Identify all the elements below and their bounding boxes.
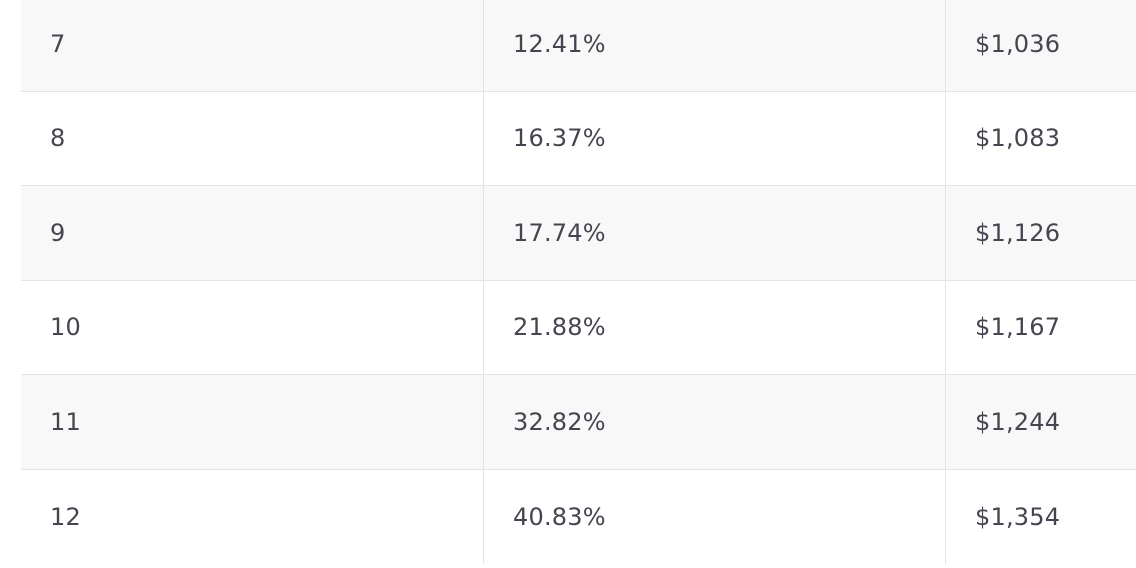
table-cell: 11 xyxy=(50,407,81,436)
table-row: 11 32.82% $1,244 xyxy=(21,375,1136,470)
table-cell: $1,354 xyxy=(945,469,1136,564)
table-cell: 21.88% xyxy=(483,280,945,374)
table-cell: $1,167 xyxy=(945,280,1136,374)
table-row: 7 12.41% $1,036 xyxy=(21,0,1136,92)
table-cell: 7 xyxy=(50,29,66,58)
table-row: 8 16.37% $1,083 xyxy=(21,91,1136,186)
table-row: 10 21.88% $1,167 xyxy=(21,280,1136,375)
table-row: 9 17.74% $1,126 xyxy=(21,186,1136,281)
table-cell: $1,126 xyxy=(945,186,1136,280)
table-cell: 16.37% xyxy=(483,91,945,185)
table-cell: 10 xyxy=(50,313,81,342)
data-table: 7 12.41% $1,036 8 16.37% $1,083 9 17.74% $1,126 1… xyxy=(21,0,1136,564)
table-cell: 32.82% xyxy=(483,375,945,469)
table-cell: $1,244 xyxy=(945,375,1136,469)
table-cell: 8 xyxy=(50,124,66,153)
table-cell: $1,083 xyxy=(945,91,1136,185)
table-row: 12 40.83% $1,354 xyxy=(21,469,1136,564)
table-cell: 17.74% xyxy=(483,186,945,280)
table-cell: 9 xyxy=(50,218,66,247)
table-cell: 12 xyxy=(50,502,81,531)
table-cell: $1,036 xyxy=(945,0,1136,91)
table-cell: 12.41% xyxy=(483,0,945,91)
table-cell: 40.83% xyxy=(483,469,945,564)
